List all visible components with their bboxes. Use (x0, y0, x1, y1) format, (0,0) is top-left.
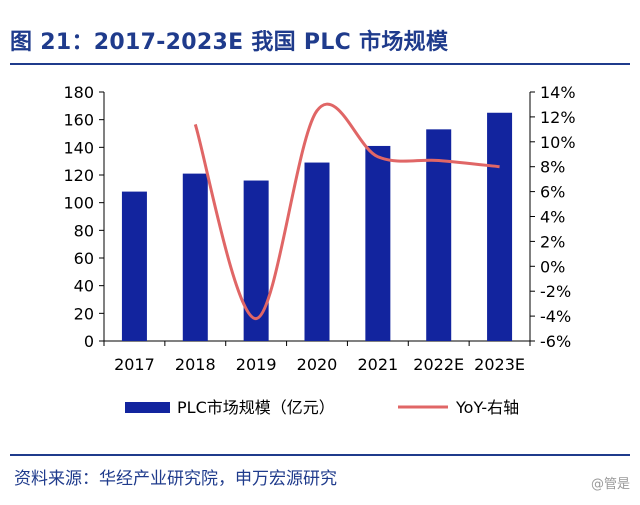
y-tick-label-right: -2% (540, 282, 571, 301)
watermark: @管是 (590, 477, 630, 492)
x-tick-label: 2018 (175, 355, 216, 374)
legend: PLC市场规模（亿元） YoY-右轴 (125, 398, 519, 417)
x-tick-label: 2020 (297, 355, 338, 374)
y-tick-label-right: -6% (540, 332, 571, 351)
x-tick-label: 2019 (236, 355, 277, 374)
y-tick-label-right: 14% (540, 83, 576, 102)
x-tick-label: 2023E (474, 355, 525, 374)
y-tick-label-left: 60 (74, 249, 94, 268)
y-tick-label-right: 10% (540, 133, 576, 152)
y-tick-label-left: 0 (84, 332, 94, 351)
title-divider (10, 63, 630, 65)
y-tick-label-right: 2% (540, 232, 565, 251)
x-tick-label: 2017 (114, 355, 155, 374)
bar (243, 180, 269, 341)
footer-divider (10, 454, 630, 456)
y-tick-label-left: 160 (63, 111, 94, 130)
y-tick-label-right: 8% (540, 158, 565, 177)
y-tick-label-left: 100 (63, 194, 94, 213)
bar (365, 145, 391, 341)
y-tick-label-right: 4% (540, 208, 565, 227)
bar (121, 191, 147, 341)
y-tick-label-left: 180 (63, 83, 94, 102)
yoy-line (193, 102, 500, 321)
y-tick-label-left: 40 (74, 277, 94, 296)
y-tick-label-left: 140 (63, 138, 94, 157)
chart: 0 20 40 60 80 100 120 140 160 180 -6% -4% -2% 0% 2% 4% 6… (63, 83, 576, 417)
y-tick-label-left: 120 (63, 166, 94, 185)
bar (182, 173, 208, 341)
legend-bar-label: PLC市场规模（亿元） (177, 398, 335, 417)
y-tick-label-left: 80 (74, 221, 94, 240)
y-tick-label-right: -4% (540, 307, 571, 326)
y-tick-label-right: 6% (540, 183, 565, 202)
y-tick-label-right: 0% (540, 257, 565, 276)
y-tick-label-right: 12% (540, 108, 576, 127)
y-tick-label-left: 20 (74, 304, 94, 323)
x-tick-label: 2022E (413, 355, 464, 374)
bar (304, 162, 330, 341)
chart-title: 图 21：2017-2023E 我国 PLC 市场规模 (10, 30, 449, 55)
x-tick-label: 2021 (357, 355, 398, 374)
source-note: 资料来源：华经产业研究院，申万宏源研究 (14, 469, 337, 489)
legend-bar-swatch (125, 402, 170, 413)
legend-line-label: YoY-右轴 (455, 398, 519, 417)
bar (487, 112, 513, 341)
bar (426, 129, 452, 341)
